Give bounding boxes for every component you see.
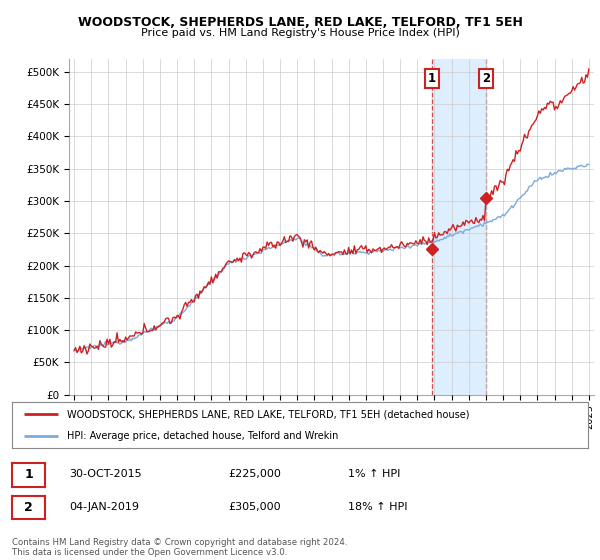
Text: 1: 1: [24, 468, 33, 482]
Text: WOODSTOCK, SHEPHERDS LANE, RED LAKE, TELFORD, TF1 5EH (detached house): WOODSTOCK, SHEPHERDS LANE, RED LAKE, TEL…: [67, 409, 469, 419]
Text: 2: 2: [482, 72, 490, 85]
Text: 30-OCT-2015: 30-OCT-2015: [69, 469, 142, 479]
Text: 2: 2: [24, 501, 33, 514]
Text: 1% ↑ HPI: 1% ↑ HPI: [348, 469, 400, 479]
Text: WOODSTOCK, SHEPHERDS LANE, RED LAKE, TELFORD, TF1 5EH: WOODSTOCK, SHEPHERDS LANE, RED LAKE, TEL…: [77, 16, 523, 29]
Text: Contains HM Land Registry data © Crown copyright and database right 2024.: Contains HM Land Registry data © Crown c…: [12, 538, 347, 547]
Bar: [431, 59, 486, 395]
Text: Price paid vs. HM Land Registry's House Price Index (HPI): Price paid vs. HM Land Registry's House …: [140, 28, 460, 38]
Text: £225,000: £225,000: [228, 469, 281, 479]
Text: 04-JAN-2019: 04-JAN-2019: [69, 502, 139, 512]
Text: This data is licensed under the Open Government Licence v3.0.: This data is licensed under the Open Gov…: [12, 548, 287, 557]
Text: 18% ↑ HPI: 18% ↑ HPI: [348, 502, 407, 512]
Text: HPI: Average price, detached house, Telford and Wrekin: HPI: Average price, detached house, Telf…: [67, 431, 338, 441]
Text: £305,000: £305,000: [228, 502, 281, 512]
Text: 1: 1: [427, 72, 436, 85]
